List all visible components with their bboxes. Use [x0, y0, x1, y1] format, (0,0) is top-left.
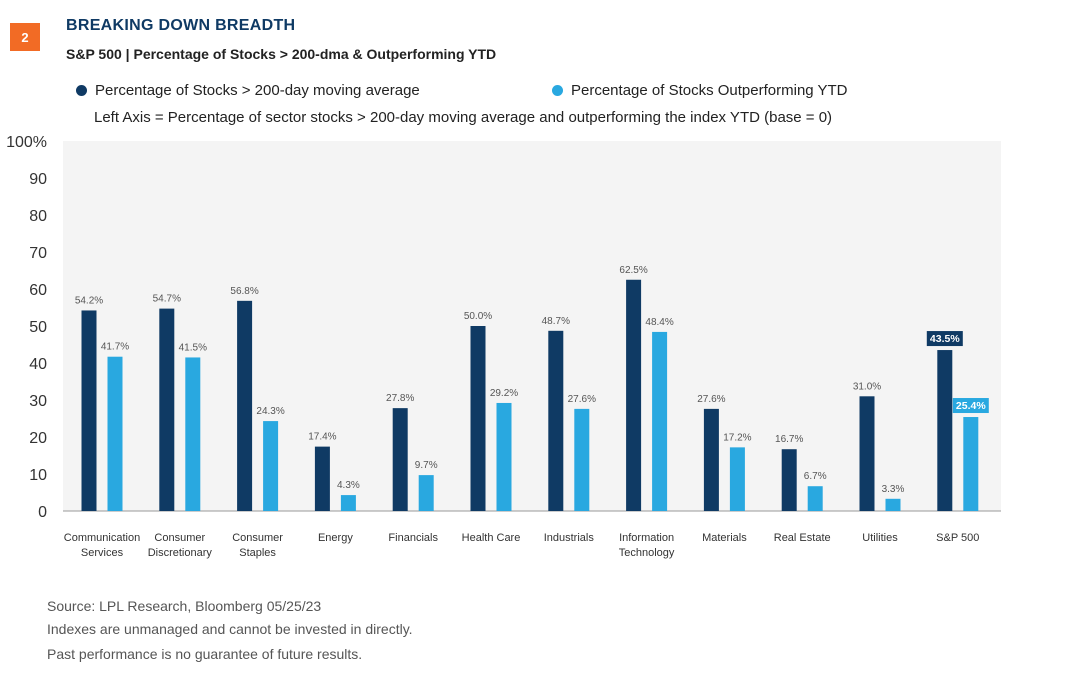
y-tick-label: 70 — [29, 245, 47, 262]
y-tick-label: 20 — [29, 430, 47, 447]
legend-item-series-1: Percentage of Stocks > 200-day moving av… — [76, 82, 420, 99]
legend-item-series-2: Percentage of Stocks Outperforming YTD — [552, 82, 848, 99]
bar-series-2 — [652, 331, 668, 511]
data-label: 43.5% — [930, 333, 960, 345]
data-label: 62.5% — [619, 265, 647, 276]
x-tick-label: Energy — [318, 532, 353, 544]
data-label: 48.4% — [645, 317, 673, 328]
bar-series-1 — [470, 326, 486, 511]
x-tick-label: Consumer — [232, 532, 283, 544]
bar-series-2 — [885, 498, 901, 511]
data-label: 3.3% — [882, 484, 905, 495]
data-label: 27.6% — [697, 394, 725, 405]
x-tick-label: Technology — [619, 547, 675, 559]
data-label: 27.8% — [386, 393, 414, 404]
chart-title: BREAKING DOWN BREADTH — [66, 17, 296, 34]
y-tick-label: 80 — [29, 208, 47, 225]
chart-number-badge: 2 — [10, 23, 40, 51]
source-note: Source: LPL Research, Bloomberg 05/25/23 — [47, 598, 322, 614]
data-label: 27.6% — [568, 394, 596, 405]
disclaimer-note-1: Indexes are unmanaged and cannot be inve… — [47, 621, 413, 637]
legend-swatch-series-1 — [76, 85, 87, 96]
data-label-box — [952, 398, 989, 414]
bar-series-2 — [729, 447, 745, 511]
bar-series-1 — [237, 300, 253, 511]
data-label: 50.0% — [464, 311, 492, 322]
y-tick-label: 90 — [29, 171, 47, 188]
plot-area — [63, 141, 1001, 511]
y-tick-label: 0 — [38, 504, 47, 521]
x-tick-label: Financials — [388, 532, 438, 544]
x-tick-label: S&P 500 — [936, 532, 979, 544]
data-label: 16.7% — [775, 434, 803, 445]
legend-label-series-1: Percentage of Stocks > 200-day moving av… — [95, 82, 420, 99]
data-label: 41.7% — [101, 342, 129, 353]
y-tick-label: 30 — [29, 393, 47, 410]
data-label: 31.0% — [853, 381, 881, 392]
bar-series-1 — [703, 408, 719, 511]
data-label: 56.8% — [230, 286, 258, 297]
bar-series-2 — [263, 421, 279, 511]
bar-series-1 — [159, 308, 175, 511]
y-tick-label: 40 — [29, 356, 47, 373]
data-label: 54.2% — [75, 295, 103, 306]
data-label: 4.3% — [337, 480, 360, 491]
bar-series-2 — [418, 475, 434, 511]
chart-subtitle: S&P 500 | Percentage of Stocks > 200-dma… — [66, 46, 497, 62]
disclaimer-note-2: Past performance is no guarantee of futu… — [47, 646, 363, 662]
data-label: 54.7% — [153, 294, 181, 305]
bar-series-1 — [859, 396, 875, 511]
x-tick-label: Consumer — [154, 532, 205, 544]
legend-swatch-series-2 — [552, 85, 563, 96]
bar-series-2 — [340, 495, 356, 511]
bar-series-1 — [81, 310, 97, 511]
bar-series-2 — [963, 417, 979, 511]
bar-series-2 — [807, 486, 823, 511]
data-label: 41.5% — [179, 342, 207, 353]
bar-series-1 — [781, 449, 797, 511]
data-label: 6.7% — [804, 471, 827, 482]
bar-series-2 — [574, 408, 590, 511]
bar-series-2 — [496, 402, 512, 511]
data-label: 17.4% — [308, 432, 336, 443]
data-label: 9.7% — [415, 460, 438, 471]
x-tick-label: Materials — [702, 532, 747, 544]
bar-series-2 — [107, 356, 123, 511]
axis-note: Left Axis = Percentage of sector stocks … — [94, 109, 833, 126]
data-label-box — [926, 331, 963, 347]
data-label: 24.3% — [256, 406, 284, 417]
x-tick-label: Discretionary — [148, 547, 213, 559]
data-label: 48.7% — [542, 316, 570, 327]
x-tick-label: Real Estate — [774, 532, 831, 544]
x-tick-label: Staples — [239, 547, 276, 559]
bar-series-1 — [314, 446, 330, 511]
legend-label-series-2: Percentage of Stocks Outperforming YTD — [571, 82, 848, 99]
y-tick-label: 100% — [6, 134, 47, 151]
y-tick-label: 50 — [29, 319, 47, 336]
bar-series-1 — [937, 350, 953, 511]
data-label: 25.4% — [956, 400, 986, 412]
bar-series-1 — [548, 330, 564, 511]
bar-series-1 — [392, 408, 408, 511]
y-tick-label: 60 — [29, 282, 47, 299]
x-tick-label: Information — [619, 532, 674, 544]
bar-series-2 — [185, 357, 201, 511]
x-tick-label: Industrials — [544, 532, 595, 544]
x-tick-label: Health Care — [462, 532, 521, 544]
x-tick-label: Utilities — [862, 532, 898, 544]
bar-series-1 — [626, 279, 642, 511]
data-label: 17.2% — [723, 432, 751, 443]
x-tick-label: Services — [81, 547, 124, 559]
x-tick-label: Communication — [64, 532, 140, 544]
y-tick-label: 10 — [29, 467, 47, 484]
data-label: 29.2% — [490, 388, 518, 399]
